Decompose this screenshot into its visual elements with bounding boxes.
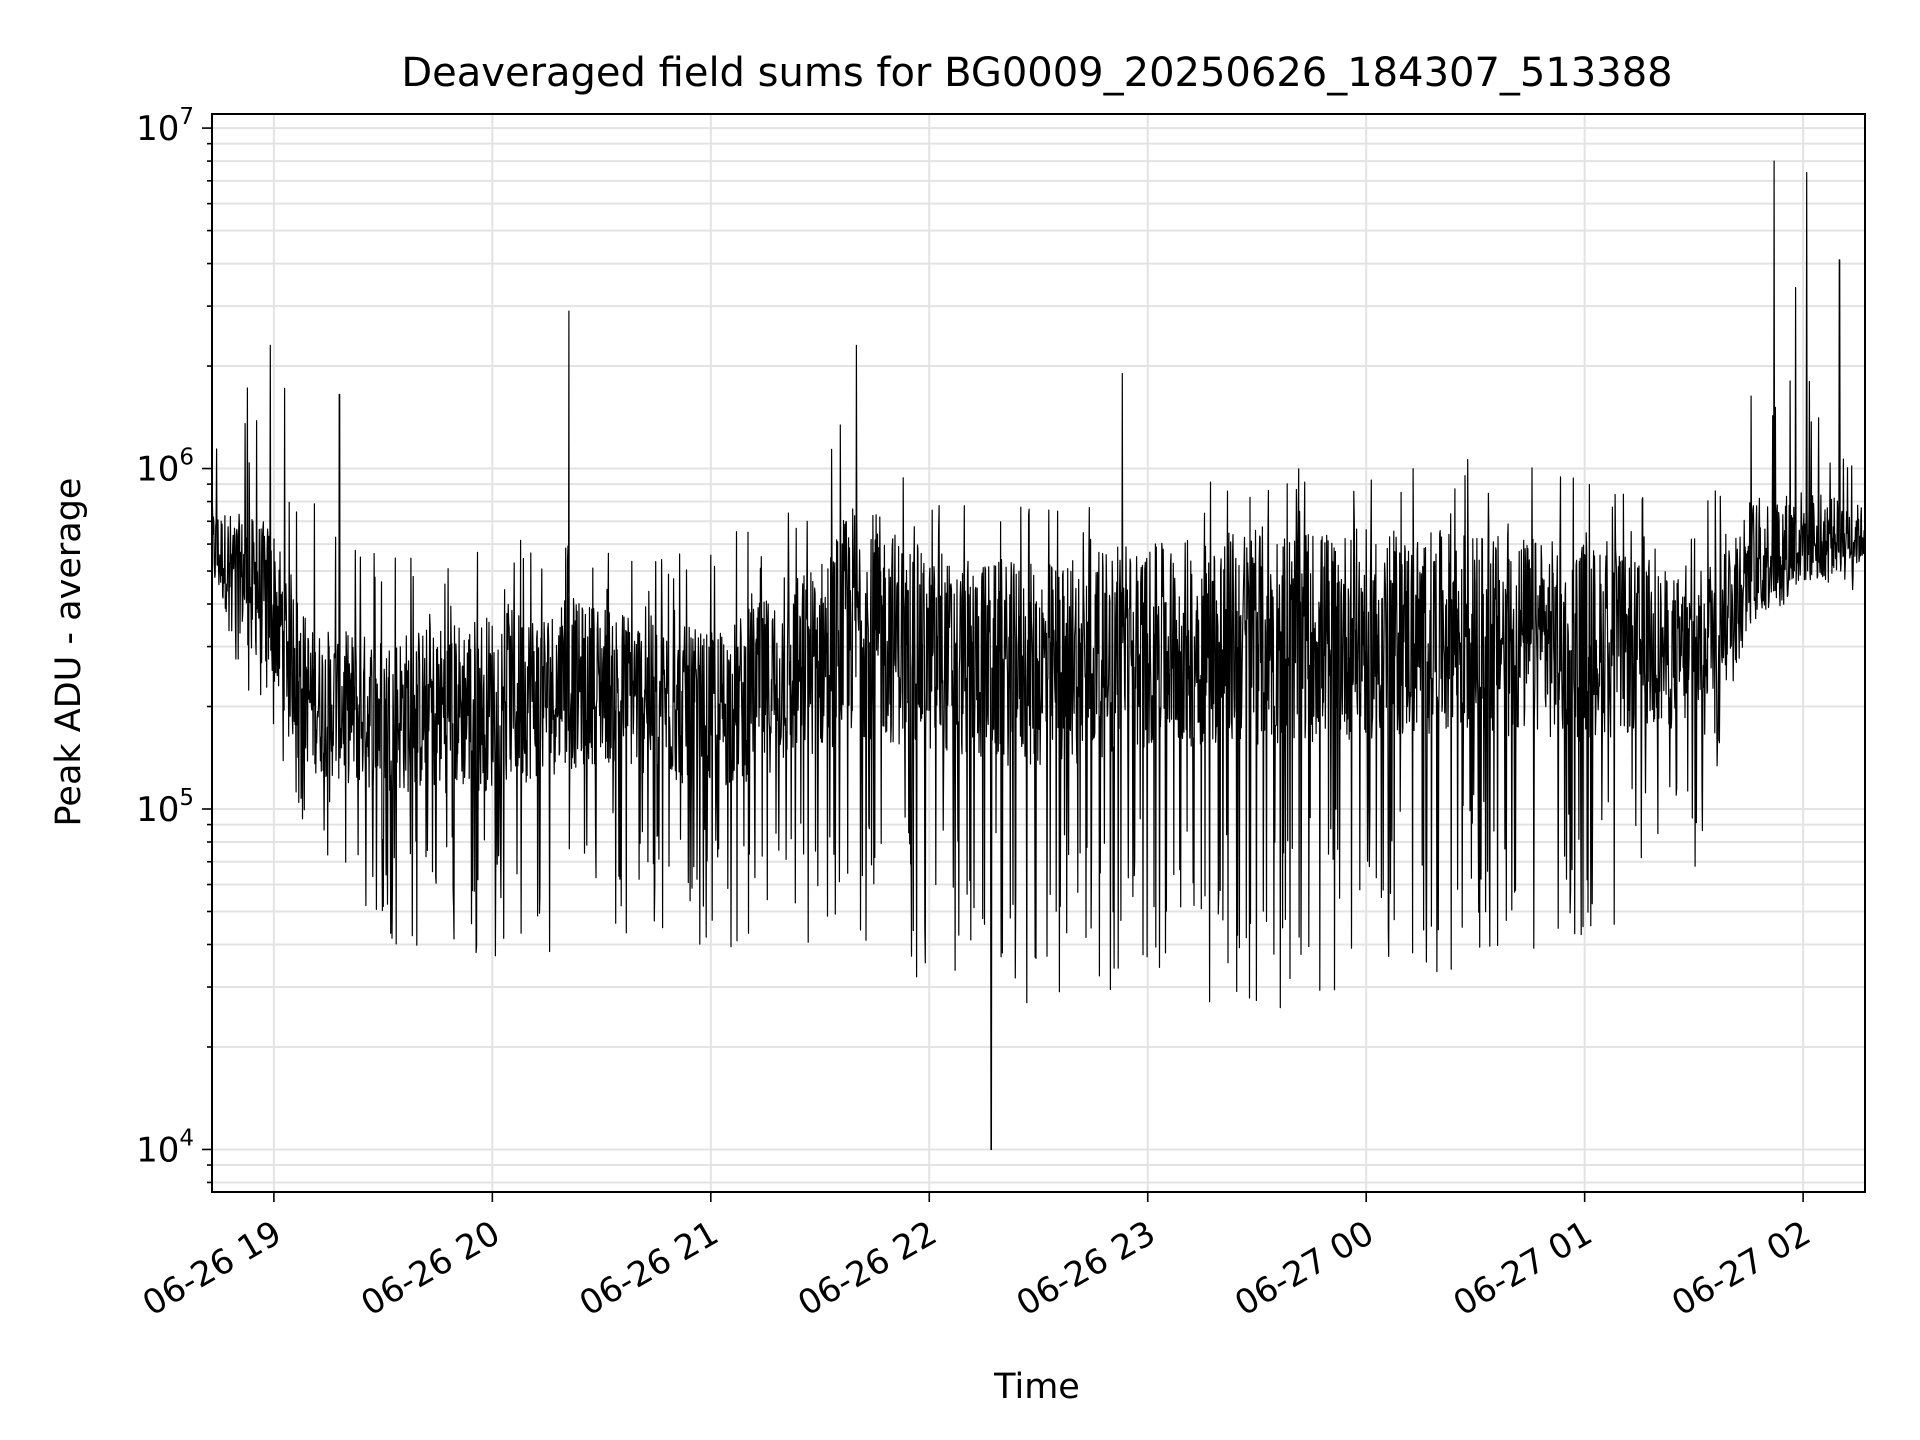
series-trace <box>211 160 1866 1151</box>
y-axis-label: Peak ADU - average <box>49 478 89 827</box>
series-line <box>211 160 1866 1151</box>
y-tick-label: 106 <box>136 445 194 490</box>
y-tick-label: 105 <box>136 785 194 830</box>
chart-title: Deaveraged field sums for BG0009_2025062… <box>401 50 1672 96</box>
y-tick-label: 104 <box>136 1125 194 1170</box>
plot-frame <box>211 113 1866 1193</box>
y-tick-label: 107 <box>136 104 194 149</box>
x-axis-label: Time <box>993 1367 1080 1407</box>
